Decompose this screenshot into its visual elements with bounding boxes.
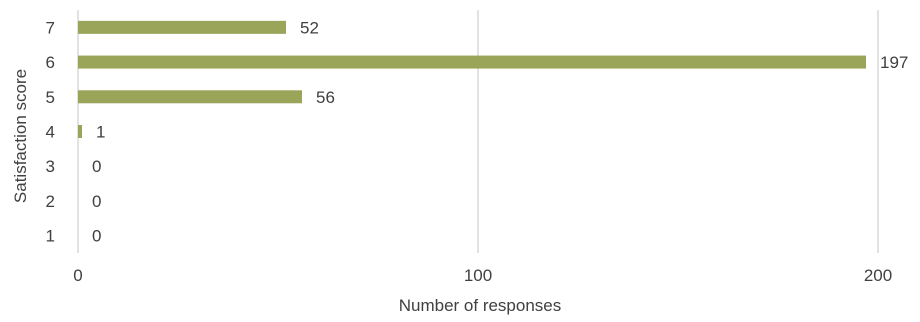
data-label-score-2: 0 xyxy=(92,192,101,211)
bars xyxy=(78,20,866,138)
data-labels: 0 0 0 1 56 197 52 xyxy=(92,18,908,245)
y-axis-ticks: 1 2 3 4 5 6 7 xyxy=(46,18,55,245)
y-tick-label: 7 xyxy=(46,18,55,37)
bar-score-4 xyxy=(78,125,82,138)
x-axis-ticks: 0 100 200 xyxy=(73,266,892,285)
x-tick-label: 100 xyxy=(464,266,492,285)
data-label-score-4: 1 xyxy=(96,123,105,142)
x-tick-label: 200 xyxy=(864,266,892,285)
y-tick-label: 3 xyxy=(46,157,55,176)
y-tick-label: 1 xyxy=(46,227,55,246)
data-label-score-6: 197 xyxy=(880,53,908,72)
data-label-score-1: 0 xyxy=(92,227,101,246)
data-label-score-5: 56 xyxy=(316,88,335,107)
y-tick-label: 2 xyxy=(46,192,55,211)
y-axis-title: Satisfaction score xyxy=(11,69,30,203)
gridlines xyxy=(77,10,879,253)
x-axis-title: Number of responses xyxy=(399,296,562,315)
y-tick-label: 4 xyxy=(46,123,55,142)
x-tick-label: 0 xyxy=(73,266,82,285)
y-tick-label: 6 xyxy=(46,53,55,72)
data-label-score-7: 52 xyxy=(300,18,319,37)
y-tick-label: 5 xyxy=(46,88,55,107)
bar-score-5 xyxy=(78,90,302,104)
bar-score-6 xyxy=(78,55,866,69)
data-label-score-3: 0 xyxy=(92,157,101,176)
bar-score-7 xyxy=(78,20,286,34)
